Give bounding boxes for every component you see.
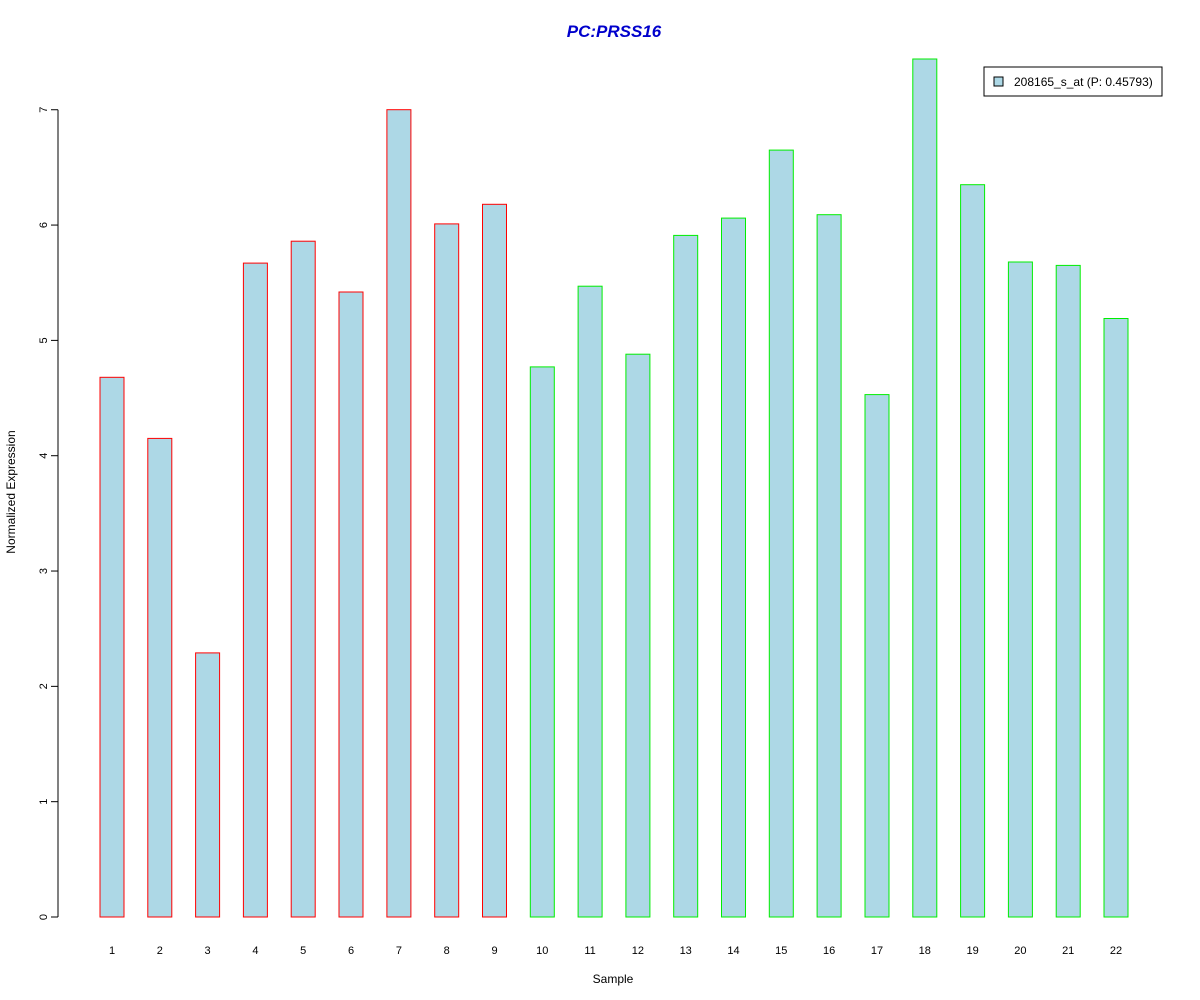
- legend-label: 208165_s_at (P: 0.45793): [1014, 75, 1153, 89]
- bars: [99, 58, 1129, 918]
- bar-sample-14: [721, 217, 746, 918]
- x-axis-tick-label: 15: [775, 945, 787, 957]
- x-axis-tick-label: 4: [252, 945, 258, 957]
- y-axis-tick-label: 0: [38, 914, 50, 920]
- bar-sample-6: [338, 291, 364, 918]
- y-axis-tick-label: 1: [38, 799, 50, 805]
- bar-sample-13: [673, 234, 699, 918]
- y-axis-title: Normalized Expression: [4, 430, 18, 553]
- x-axis-tick-label: 20: [1014, 945, 1026, 957]
- x-axis-tick-label: 16: [823, 945, 835, 957]
- bar-sample-9: [482, 203, 507, 918]
- x-axis-tick-label: 10: [536, 945, 548, 957]
- x-axis-tick-label: 3: [205, 945, 211, 957]
- bar-sample-5: [290, 240, 316, 918]
- legend-swatch: [993, 76, 1004, 87]
- x-axis-tick-label: 7: [396, 945, 402, 957]
- x-axis-tick-label: 9: [491, 945, 497, 957]
- bar-sample-10: [529, 366, 555, 918]
- legend: 208165_s_at (P: 0.45793): [983, 66, 1163, 97]
- x-axis-tick-label: 5: [300, 945, 306, 957]
- bar-sample-2: [147, 437, 173, 918]
- y-axis: 0 1 2 3 4 5 6 7: [38, 107, 59, 920]
- x-axis-tick-label: 12: [632, 945, 644, 957]
- y-axis-tick-label: 7: [38, 107, 50, 113]
- bar-sample-20: [1007, 261, 1033, 918]
- x-axis-tick-label: 1: [109, 945, 115, 957]
- x-axis-tick-label: 8: [444, 945, 450, 957]
- x-axis-tick-label: 21: [1062, 945, 1074, 957]
- x-axis-title: Sample: [593, 972, 634, 986]
- x-axis-tick-label: 18: [919, 945, 931, 957]
- chart-title: PC:PRSS16: [567, 22, 662, 41]
- bar-sample-3: [195, 652, 221, 918]
- bar-sample-7: [386, 109, 412, 918]
- y-axis-tick-label: 3: [38, 568, 50, 574]
- bar-sample-8: [434, 223, 460, 918]
- bar-sample-17: [864, 394, 890, 918]
- bar-sample-11: [577, 285, 603, 918]
- bar-sample-21: [1055, 264, 1081, 918]
- y-axis-tick-label: 6: [38, 222, 50, 228]
- x-axis-tick-labels: 1 2 3 4 5 6 7 8 9 10 11 12 13 14 15 16 17 18 19 20 21 22: [109, 945, 1122, 957]
- y-axis-tick-label: 4: [38, 453, 50, 459]
- x-axis-tick-label: 22: [1110, 945, 1122, 957]
- y-axis-tick-label: 2: [38, 683, 50, 689]
- x-axis-tick-label: 11: [584, 945, 595, 957]
- bar-sample-12: [625, 353, 651, 918]
- bar-sample-19: [960, 184, 986, 918]
- legend-box: [983, 66, 1163, 97]
- bar-sample-22: [1103, 318, 1129, 918]
- bar-sample-4: [242, 262, 268, 918]
- x-axis-tick-label: 17: [871, 945, 883, 957]
- x-axis-tick-label: 2: [157, 945, 163, 957]
- bar-sample-15: [768, 149, 794, 918]
- x-axis-tick-label: 14: [727, 945, 739, 957]
- x-axis-tick-label: 13: [680, 945, 692, 957]
- y-axis-tick-label: 5: [38, 337, 50, 343]
- x-axis-tick-label: 6: [348, 945, 354, 957]
- x-axis-tick-label: 19: [966, 945, 978, 957]
- bar-sample-1: [99, 376, 125, 918]
- bar-sample-18: [912, 58, 938, 918]
- bar-sample-16: [816, 214, 842, 918]
